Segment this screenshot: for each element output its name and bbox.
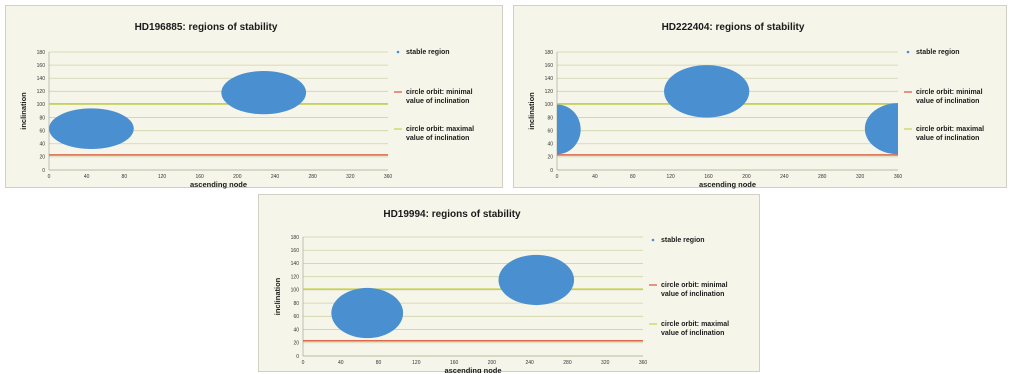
y-tick-label: 0: [42, 168, 45, 174]
legend-marker-stable: [396, 50, 400, 54]
legend-label-max: circle orbit: maximal value of inclinatio…: [916, 126, 984, 142]
y-tick-label: 20: [293, 341, 299, 347]
chart-panel-hd19994: HD19994: regions of stability 0 20 40 60 80 10…: [258, 194, 760, 373]
chart-svg: HD196885: regions of stability 0 20 40 60 80 1…: [19, 22, 474, 189]
y-tick-label: 40: [293, 327, 299, 333]
stable-region: [557, 104, 581, 155]
y-tick-label: 180: [545, 50, 554, 56]
x-tick-label: 160: [195, 174, 204, 180]
y-tick-label: 100: [545, 102, 554, 108]
y-tick-label: 180: [37, 50, 46, 56]
y-tick-label: 60: [293, 314, 299, 320]
y-axis-label: inclination: [527, 92, 536, 130]
legend-label-min: circle orbit: minimal value of inclinatio…: [916, 89, 983, 105]
y-tick-label: 0: [550, 168, 553, 174]
x-tick-label: 200: [742, 174, 751, 180]
x-tick-label: 40: [338, 360, 344, 366]
stable-regions: [557, 65, 898, 155]
x-tick-label: 80: [122, 174, 128, 180]
y-axis-label: inclination: [19, 92, 28, 130]
x-axis-label: ascending node: [190, 180, 247, 189]
y-tick-label: 160: [545, 63, 554, 69]
stable-regions: [331, 254, 575, 339]
x-axis-label: ascending node: [699, 180, 756, 189]
x-tick-label: 120: [412, 360, 421, 366]
legend-label-stable: stable region: [916, 49, 960, 56]
x-tick-label: 200: [233, 174, 242, 180]
y-tick-label: 100: [291, 288, 300, 294]
y-tick-label: 40: [39, 142, 45, 148]
x-tick-label: 320: [346, 174, 355, 180]
x-tick-label: 0: [302, 360, 305, 366]
legend-label-max: circle orbit: maximal value of inclinatio…: [406, 126, 474, 142]
chart-panel-hd196885: HD196885: regions of stability 0 20 40 60 80 1…: [5, 5, 503, 189]
legend-label-min: circle orbit: minimal value of inclinatio…: [661, 282, 728, 298]
y-tick-label: 140: [291, 261, 300, 267]
x-tick-label: 200: [488, 360, 497, 366]
y-tick-label: 140: [37, 76, 46, 82]
x-tick-label: 320: [856, 174, 865, 180]
stable-region: [221, 71, 307, 115]
x-tick-label: 40: [592, 174, 598, 180]
stable-regions: [49, 71, 307, 150]
legend-label-stable: stable region: [661, 237, 705, 244]
y-tick-label: 0: [296, 354, 299, 360]
stable-region: [331, 287, 404, 339]
legend-marker-stable: [906, 50, 910, 54]
x-tick-label: 0: [48, 174, 51, 180]
stable-region: [864, 103, 898, 155]
y-tick-label: 160: [291, 248, 300, 254]
x-tick-label: 240: [525, 360, 534, 366]
chart-svg: HD19994: regions of stability 0 20 40 60 80 10…: [273, 209, 729, 373]
x-tick-label: 160: [450, 360, 459, 366]
y-tick-label: 80: [547, 115, 553, 121]
y-tick-label: 120: [37, 89, 46, 95]
legend-label-max: circle orbit: maximal value of inclinatio…: [661, 321, 729, 337]
x-axis-label: ascending node: [444, 366, 501, 373]
y-tick-label: 20: [547, 155, 553, 161]
x-tick-label: 360: [639, 360, 648, 366]
x-tick-label: 0: [556, 174, 559, 180]
legend-label-min: circle orbit: minimal value of inclinatio…: [406, 89, 473, 105]
x-tick-label: 80: [630, 174, 636, 180]
y-axis-label: inclination: [273, 277, 282, 315]
y-tick-label: 80: [39, 115, 45, 121]
legend-marker-stable: [651, 238, 655, 242]
stable-region: [664, 65, 750, 118]
chart-panel-hd222404: HD222404: regions of stability 0 20 40 60 80 1…: [513, 5, 1007, 189]
y-tick-label: 120: [545, 89, 554, 95]
y-tick-label: 160: [37, 63, 46, 69]
x-tick-label: 120: [158, 174, 167, 180]
chart-svg: HD222404: regions of stability 0 20 40 60 80 1…: [527, 22, 984, 189]
y-tick-label: 20: [39, 155, 45, 161]
x-tick-label: 280: [818, 174, 827, 180]
x-tick-label: 280: [308, 174, 317, 180]
x-tick-label: 160: [704, 174, 713, 180]
x-tick-label: 360: [384, 174, 393, 180]
x-tick-label: 280: [563, 360, 572, 366]
x-tick-label: 240: [780, 174, 789, 180]
y-tick-label: 120: [291, 274, 300, 280]
chart-title: HD196885: regions of stability: [135, 22, 278, 33]
x-tick-label: 40: [84, 174, 90, 180]
y-tick-label: 100: [37, 102, 46, 108]
chart-title: HD222404: regions of stability: [662, 22, 805, 33]
legend-label-stable: stable region: [406, 49, 450, 56]
y-tick-label: 80: [293, 301, 299, 307]
y-tick-label: 140: [545, 76, 554, 82]
chart-title: HD19994: regions of stability: [383, 209, 521, 220]
y-tick-label: 60: [547, 128, 553, 134]
x-tick-label: 320: [601, 360, 610, 366]
x-tick-label: 360: [894, 174, 903, 180]
y-tick-label: 60: [39, 128, 45, 134]
x-tick-label: 240: [271, 174, 280, 180]
y-tick-label: 180: [291, 235, 300, 241]
x-tick-label: 120: [666, 174, 675, 180]
stable-region: [49, 108, 134, 150]
y-tick-label: 40: [547, 142, 553, 148]
stable-region: [498, 254, 575, 306]
x-tick-label: 80: [376, 360, 382, 366]
